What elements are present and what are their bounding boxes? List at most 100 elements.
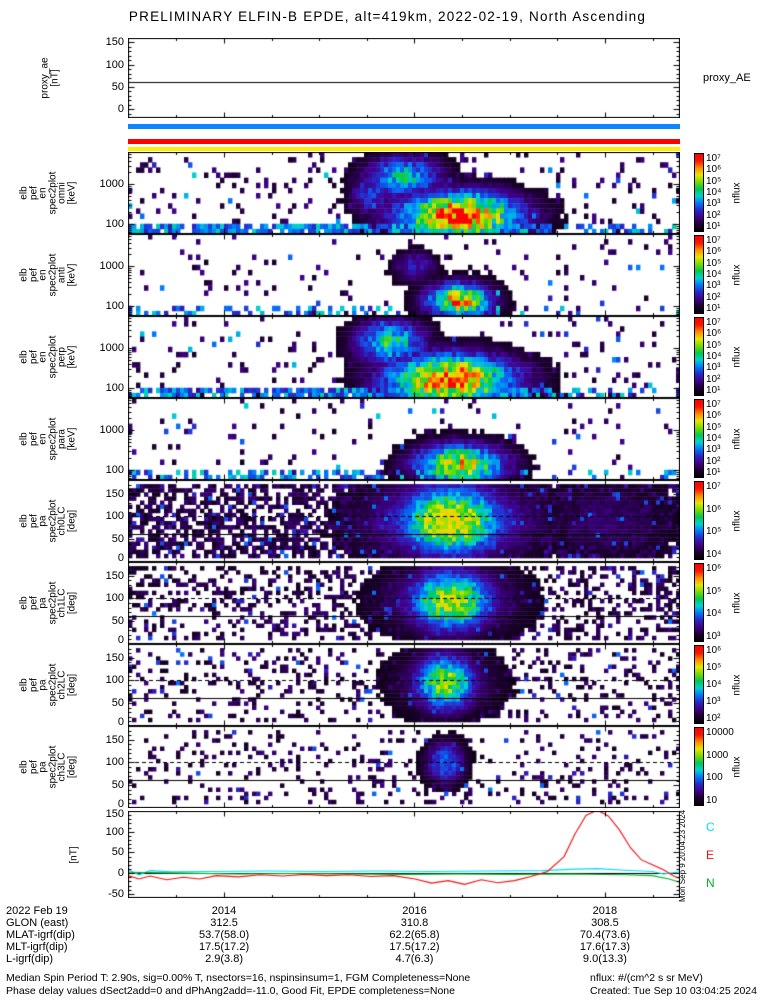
omni-spectrogram-canvas xyxy=(128,152,680,234)
colorbar-tick-label: 10⁴ xyxy=(706,351,722,362)
colorbar-tick-label: 10¹ xyxy=(706,385,721,396)
y-tick-label: 50 xyxy=(111,846,124,859)
table-cell-value: 17.5(17.2) xyxy=(389,941,440,953)
colorbar-unit-label: nflux xyxy=(731,346,743,368)
availability-bar-red xyxy=(128,139,680,144)
colorbar-tick-label: 10² xyxy=(706,209,721,221)
y-tick-label: 50 xyxy=(111,697,124,710)
energy-spectrogram-para xyxy=(128,398,680,480)
colorbar-tick-label: 1000 xyxy=(706,749,729,761)
y-tick-label: 0 xyxy=(117,633,124,646)
colorbar-tick-label: 10² xyxy=(706,455,721,467)
colorbar-unit-label: nflux xyxy=(731,592,743,614)
availability-bar-yellow xyxy=(128,147,680,151)
colorbar-tick-label: 10⁵ xyxy=(706,257,722,269)
colorbar-tick-label: 10⁷ xyxy=(706,153,721,164)
y-tick-label: 0 xyxy=(117,551,124,564)
y-tick-label: 100 xyxy=(105,510,124,523)
y-tick-label: 150 xyxy=(105,733,124,746)
table-cell-value: 2.9(3.8) xyxy=(205,953,243,965)
colorbar xyxy=(694,481,704,560)
y-tick-label: 100 xyxy=(105,463,124,476)
colorbar-tick-label: 10⁷ xyxy=(706,317,721,328)
y-tick-label: 100 xyxy=(105,592,124,605)
para-spectrogram-canvas xyxy=(128,398,680,480)
colorbar-tick-label: 10⁶ xyxy=(706,410,722,422)
colorbar-unit-label: nflux xyxy=(731,674,743,696)
y-axis-label-perp: elb pef en spec2plot perp [keV] xyxy=(18,335,78,379)
y-tick-label: 50 xyxy=(111,533,124,546)
colorbar-tick-label: 10⁶ xyxy=(706,246,722,258)
y-tick-label: 0 xyxy=(117,715,124,728)
table-cell-value: 308.5 xyxy=(591,917,619,929)
colorbar-tick-label: 100 xyxy=(706,772,723,784)
colorbar-tick-label: 10³ xyxy=(706,362,721,374)
table-cell-value: 9.0(13.3) xyxy=(582,953,627,965)
y-tick-label: 0 xyxy=(117,797,124,810)
colorbar-tick-label: 10⁶ xyxy=(706,328,722,340)
colorbar xyxy=(694,153,704,232)
y-tick-label: 150 xyxy=(105,808,124,821)
y-tick-label: 100 xyxy=(105,217,124,230)
colorbar-tick-label: 10⁵ xyxy=(706,175,722,187)
y-axis-label-para: elb pef en spec2plot para [keV] xyxy=(18,417,78,461)
y-tick-label: 150 xyxy=(105,487,124,500)
colorbar-tick-label: 10 xyxy=(706,795,718,806)
footer-line2: Phase delay values dSect2add=0 and dPhAn… xyxy=(6,985,455,997)
pitch-angle-spectrogram-ch2lc xyxy=(128,644,680,726)
table-cell-value: 312.5 xyxy=(210,917,238,929)
table-cell-value: 2018 xyxy=(592,905,618,917)
table-cell-value: 2014 xyxy=(211,905,237,917)
colorbar xyxy=(694,645,704,724)
y-tick-label: 100 xyxy=(105,299,124,312)
ch2lc-spectrogram-canvas xyxy=(128,644,680,726)
y-tick-label: 1000 xyxy=(99,424,124,437)
table-row-label: GLON (east) xyxy=(6,917,69,929)
y-tick-label: 50 xyxy=(111,80,124,93)
y-tick-label: 1000 xyxy=(99,342,124,355)
ch0lc-spectrogram-canvas xyxy=(128,480,680,562)
y-axis-label-ch1lc: elb pef pa spec2plot ch1LC [deg] xyxy=(18,581,78,625)
ch3lc-spectrogram-canvas xyxy=(128,726,680,808)
y-tick-label: 100 xyxy=(105,381,124,394)
colorbar-tick-label: 10⁴ xyxy=(706,187,722,198)
table-row-label: L-igrf(dip) xyxy=(6,953,54,965)
colorbar-unit-label: nflux xyxy=(731,756,743,778)
y-tick-label: 1000 xyxy=(99,260,124,273)
fgm-line-panel xyxy=(128,811,680,898)
y-tick-label: 50 xyxy=(111,779,124,792)
footer-nflux-units: nflux: #/(cm^2 s sr MeV) xyxy=(590,972,703,984)
legend-label-e: E xyxy=(706,848,715,862)
colorbar-tick-label: 10⁶ xyxy=(706,164,722,176)
colorbar-tick-label: 10² xyxy=(706,373,721,385)
pitch-angle-spectrogram-ch0lc xyxy=(128,480,680,562)
colorbar-tick-label: 10⁵ xyxy=(706,662,722,673)
colorbar-tick-label: 10³ xyxy=(706,198,721,210)
colorbar-tick-label: 10⁴ xyxy=(706,549,722,560)
legend-label-c: C xyxy=(706,820,715,834)
y-tick-label: 100 xyxy=(105,674,124,687)
colorbar-unit-label: nflux xyxy=(731,510,743,532)
colorbar xyxy=(694,399,704,478)
footer-created: Created: Tue Sep 10 03:04:25 2024 xyxy=(590,985,757,997)
y-tick-label: 0 xyxy=(117,867,124,880)
colorbar-tick-label: 10³ xyxy=(706,444,721,456)
side-timestamp: Mon Sep 9 20:04:23 2024 xyxy=(678,809,687,902)
colorbar-tick-label: 10⁴ xyxy=(706,608,722,620)
colorbar-tick-label: 10⁷ xyxy=(706,235,721,246)
y-axis-label-anti: elb pef en spec2plot anti [keV] xyxy=(18,253,78,297)
y-tick-label: 0 xyxy=(117,103,124,116)
table-cell-value: 17.6(17.3) xyxy=(579,941,630,953)
colorbar-tick-label: 10³ xyxy=(706,696,721,707)
colorbar-unit-label: nflux xyxy=(731,182,743,204)
energy-spectrogram-anti xyxy=(128,234,680,316)
y-tick-label: 100 xyxy=(105,756,124,769)
colorbar-tick-label: 10⁷ xyxy=(706,399,721,410)
y-axis-label-ch3lc: elb pef pa spec2plot ch3LC [deg] xyxy=(18,745,78,789)
y-tick-label: 50 xyxy=(111,615,124,628)
footer-line1: Median Spin Period T: 2.90s, sig=0.00% T… xyxy=(6,972,471,984)
anti-spectrogram-canvas xyxy=(128,234,680,316)
colorbar-tick-label: 10⁵ xyxy=(706,339,722,351)
y-tick-label: -50 xyxy=(108,887,124,900)
colorbar-unit-label: nflux xyxy=(731,428,743,450)
